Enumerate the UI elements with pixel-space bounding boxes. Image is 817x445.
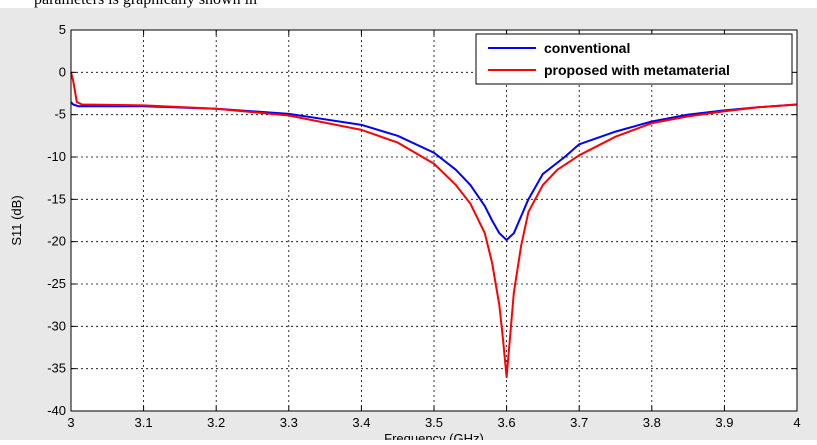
- x-tick-label: 3.6: [498, 415, 516, 430]
- x-tick-label: 3.5: [425, 415, 443, 430]
- y-tick-label: -35: [47, 361, 66, 376]
- x-tick-label: 3.4: [352, 415, 370, 430]
- legend-label: conventional: [544, 40, 630, 56]
- legend-box: [475, 33, 793, 85]
- x-tick-label: 3.1: [135, 415, 153, 430]
- y-tick-label: -30: [47, 318, 66, 333]
- x-tick-label: 3.2: [207, 415, 225, 430]
- x-tick-label: 3.9: [715, 415, 733, 430]
- y-tick-label: -10: [47, 149, 66, 164]
- y-tick-label: 5: [59, 22, 66, 37]
- y-tick-label: -5: [54, 107, 66, 122]
- series-line-proposed-with-metamaterial: [70, 72, 798, 379]
- y-axis-label: S11 (dB): [9, 195, 24, 245]
- y-tick-label: -15: [47, 191, 66, 206]
- legend: conventional proposed with metamaterial: [475, 33, 793, 85]
- legend-label: proposed with metamaterial: [544, 62, 730, 78]
- y-tick-label: -25: [47, 276, 66, 291]
- series-layer: [70, 72, 798, 379]
- x-tick-label: 4: [793, 415, 800, 430]
- y-tick-label: -20: [47, 234, 66, 249]
- x-tick-label: 3.3: [280, 415, 298, 430]
- caption-text: parameters is graphically shown in: [34, 0, 817, 9]
- x-axis-label: Frequency (GHz): [384, 431, 484, 440]
- y-ticks: 5 0 -5 -10 -15 -20 -25 -30 -35 -40: [47, 22, 797, 418]
- x-ticks: 3 3.1 3.2 3.3 3.4 3.5 3.6 3.7 3.8 3.9 4: [67, 30, 801, 430]
- y-tick-label: 0: [59, 64, 66, 79]
- x-tick-label: 3: [67, 415, 74, 430]
- x-tick-label: 3.7: [570, 415, 588, 430]
- grid: [71, 30, 797, 411]
- y-tick-label: -40: [47, 403, 66, 418]
- x-tick-label: 3.8: [643, 415, 661, 430]
